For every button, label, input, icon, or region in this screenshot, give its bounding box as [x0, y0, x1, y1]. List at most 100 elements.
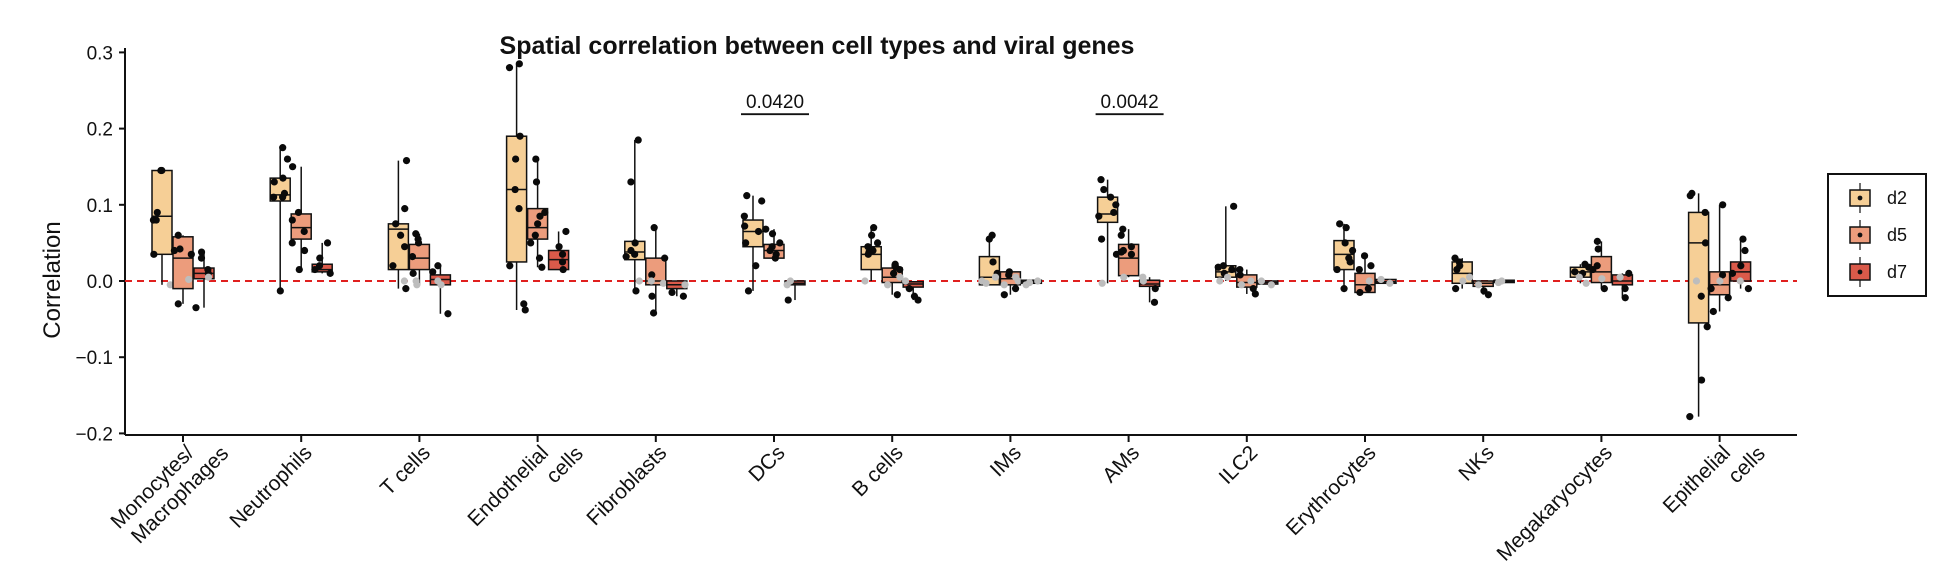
data-point-d2 — [1216, 277, 1224, 285]
data-point-d5 — [1356, 288, 1364, 297]
data-point-d2 — [520, 300, 528, 308]
y-tick-label: −0.1 — [75, 348, 113, 369]
data-point-d7 — [444, 310, 452, 318]
data-point-d2 — [1452, 285, 1460, 293]
data-point-d2 — [402, 157, 411, 165]
data-point-d5 — [1000, 281, 1008, 289]
data-point-d2 — [1575, 273, 1583, 281]
data-point-d5 — [536, 212, 544, 220]
data-point-d7 — [1267, 281, 1275, 289]
x-category-label-line: ILC2 — [1215, 441, 1263, 489]
data-point-d2 — [505, 64, 514, 72]
data-point-d7 — [914, 296, 922, 304]
data-point-d2 — [1697, 376, 1706, 384]
x-category-label: IMs — [986, 441, 1026, 481]
data-point-d2 — [754, 227, 763, 236]
data-point-d2 — [1098, 279, 1106, 287]
x-category-label-line: Megakaryocytes — [1493, 441, 1617, 565]
x-category-label: Neutrophils — [225, 441, 316, 532]
data-point-d2 — [1582, 279, 1590, 287]
data-point-d5 — [1117, 248, 1125, 256]
data-point-d5 — [1355, 265, 1363, 274]
data-point-d2 — [279, 144, 287, 152]
data-point-d2 — [1107, 193, 1115, 201]
data-point-d2 — [397, 231, 405, 239]
data-point-d2 — [1112, 201, 1120, 209]
data-point-d2 — [1340, 285, 1348, 293]
data-point-d7 — [1139, 277, 1147, 285]
data-point-d5 — [174, 231, 182, 239]
data-point-d5 — [1127, 243, 1135, 251]
data-point-d5 — [176, 245, 184, 253]
data-point-d5 — [1251, 290, 1259, 298]
data-point-d5 — [174, 300, 182, 308]
data-point-d5 — [649, 309, 658, 317]
data-point-d5 — [647, 277, 655, 285]
data-point-d7 — [197, 248, 206, 256]
data-point-d7 — [1377, 275, 1385, 284]
data-point-d5 — [408, 253, 417, 261]
data-point-d5 — [1360, 252, 1369, 260]
data-point-d7 — [1386, 279, 1394, 287]
data-point-d7 — [679, 292, 687, 300]
x-category-label-line: cells — [1724, 442, 1770, 488]
data-point-d7 — [1625, 269, 1633, 277]
data-point-d7 — [434, 262, 442, 270]
data-point-d7 — [555, 243, 563, 251]
x-category-label: Endothelialcells — [463, 424, 587, 548]
data-point-d7 — [1728, 269, 1737, 277]
y-axis-label: Correlation — [39, 221, 66, 338]
x-category-label: ILC2 — [1215, 441, 1263, 489]
data-point-d5 — [531, 231, 539, 239]
y-tick-label: 0.3 — [87, 43, 113, 64]
data-point-d5 — [1484, 291, 1492, 299]
data-point-d2 — [1333, 265, 1341, 274]
data-point-d7 — [1150, 298, 1159, 306]
data-point-d2 — [1346, 258, 1354, 266]
data-point-d7 — [559, 265, 567, 274]
data-point-d5 — [893, 291, 901, 299]
data-point-d5 — [1718, 271, 1727, 279]
data-point-d5 — [300, 227, 308, 236]
data-point-d5 — [1005, 271, 1013, 279]
box-d7 — [1138, 279, 1161, 288]
x-category-label-line: AMs — [1098, 441, 1144, 487]
data-point-d2 — [870, 224, 878, 232]
data-point-d5 — [1236, 271, 1244, 279]
legend-label-d2: d2 — [1887, 188, 1907, 208]
data-point-d7 — [323, 239, 332, 247]
x-category-label-line: Neutrophils — [225, 441, 316, 532]
x-category-label-line: T cells — [376, 441, 435, 500]
data-point-d7 — [326, 269, 334, 277]
data-point-d7 — [311, 265, 319, 274]
data-point-d5 — [1365, 277, 1373, 285]
data-point-d7 — [1022, 281, 1030, 289]
x-category-label: T cells — [376, 441, 435, 500]
data-point-d7 — [901, 277, 910, 285]
data-point-d5 — [661, 254, 669, 262]
data-point-d2 — [743, 192, 751, 200]
data-point-d2 — [270, 178, 278, 186]
data-point-d5 — [1364, 285, 1372, 293]
data-point-d2 — [1348, 246, 1357, 255]
x-category-label-line: B cells — [848, 441, 908, 501]
data-point-d7 — [562, 227, 570, 236]
data-point-d2 — [1336, 220, 1344, 228]
data-point-d5 — [1707, 285, 1715, 293]
data-point-d2 — [1100, 185, 1108, 194]
data-point-d2 — [741, 222, 749, 230]
data-point-d7 — [905, 285, 913, 293]
x-category-label: B cells — [848, 441, 908, 501]
data-point-d2 — [1697, 292, 1705, 300]
data-point-d2 — [631, 239, 639, 247]
data-point-d2 — [279, 193, 287, 201]
box-d2 — [505, 135, 528, 263]
x-category-label-line: Endothelial — [463, 441, 553, 531]
data-point-d2 — [521, 306, 529, 314]
data-point-d2 — [515, 60, 523, 68]
data-point-d7 — [783, 281, 791, 289]
data-point-d5 — [896, 265, 904, 274]
data-point-d7 — [204, 273, 213, 281]
data-point-d2 — [150, 250, 158, 258]
data-point-d2 — [270, 193, 278, 201]
